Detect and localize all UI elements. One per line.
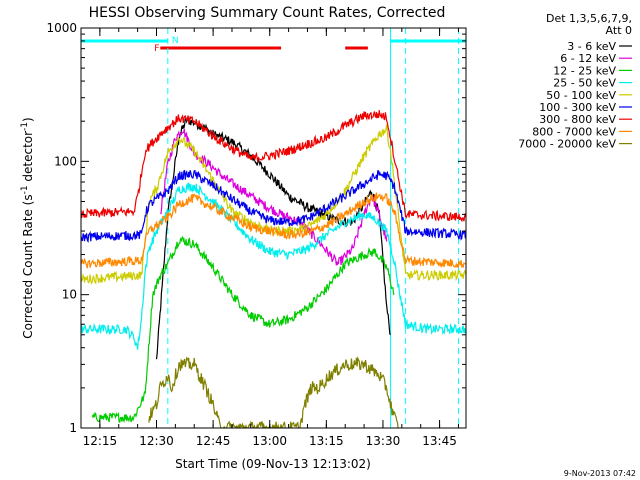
legend-item-label: 300 - 800 keV bbox=[539, 113, 616, 126]
series-line-8 bbox=[148, 356, 399, 428]
legend-item-label: 6 - 12 keV bbox=[560, 52, 616, 65]
flag-label-N: N bbox=[172, 36, 179, 46]
legend-item-label: 25 - 50 keV bbox=[553, 77, 616, 90]
x-tick-label: 13:15 bbox=[309, 434, 344, 448]
series-line-6 bbox=[81, 110, 466, 222]
plot-frame bbox=[80, 27, 467, 429]
series-line-2 bbox=[91, 235, 395, 423]
x-axis-label: Start Time (09-Nov-13 12:13:02) bbox=[175, 457, 371, 471]
x-tick-label: 12:30 bbox=[139, 434, 174, 448]
legend-item-label: 100 - 300 keV bbox=[539, 101, 616, 114]
x-tick-label: 12:15 bbox=[83, 434, 118, 448]
legend-item-label: 50 - 100 keV bbox=[546, 89, 616, 102]
series-line-5 bbox=[81, 169, 466, 244]
x-tick-label: 13:00 bbox=[252, 434, 287, 448]
y-tick-label: 10 bbox=[62, 288, 77, 302]
series-line-3 bbox=[81, 182, 466, 350]
flag-label-F: F bbox=[154, 44, 159, 54]
y-axis-label: Corrected Count Rate (s-1 detector-1) bbox=[20, 117, 35, 338]
legend-item-label: 7000 - 20000 keV bbox=[518, 138, 616, 151]
series-layer bbox=[81, 110, 466, 428]
legend-item-label: 800 - 7000 keV bbox=[532, 125, 616, 138]
y-tick-label: 100 bbox=[54, 154, 77, 168]
legend-item-label: 12 - 25 keV bbox=[553, 64, 616, 77]
legend-item-label: 3 - 6 keV bbox=[567, 40, 616, 53]
y-tick-label: 1000 bbox=[46, 21, 77, 35]
x-tick-label: 12:45 bbox=[196, 434, 231, 448]
x-tick-label: 13:45 bbox=[422, 434, 457, 448]
legend-header: Att 0 bbox=[606, 24, 632, 37]
series-line-7 bbox=[81, 192, 466, 269]
axes-layer: 12:15 12:30 12:45 13:00 13:15 13:30 13:45 1 10 10… bbox=[46, 21, 466, 448]
x-tick-label: 13:30 bbox=[366, 434, 401, 448]
legend-header: Det 1,3,5,6,7,9, bbox=[546, 12, 632, 25]
timestamp: 9-Nov-2013 07:42 bbox=[564, 469, 636, 478]
chart-title: HESSI Observing Summary Count Rates, Cor… bbox=[89, 5, 446, 21]
y-tick-label: 1 bbox=[69, 421, 77, 435]
